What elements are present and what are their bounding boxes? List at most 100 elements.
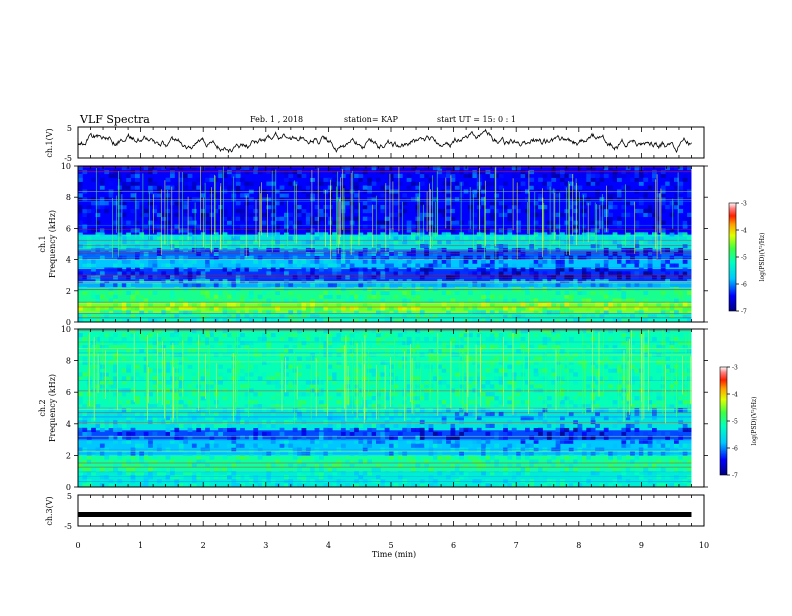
spec1-cell: [626, 232, 631, 236]
spec1-cell: [569, 260, 574, 264]
spec1-cell: [205, 267, 210, 271]
spec2-cell: [402, 329, 407, 333]
spec1-cell: [188, 275, 193, 279]
spec1-cell: [486, 291, 491, 295]
spec1-cell: [214, 295, 219, 299]
spec1-cell: [661, 264, 666, 268]
spec1-cell: [87, 205, 92, 209]
spec2-cell: [556, 329, 561, 333]
spec2-cell: [249, 408, 254, 412]
spec1-cell: [91, 295, 96, 299]
spec2-cell: [341, 365, 346, 369]
spec1-cell: [131, 197, 136, 201]
spec1-cell: [665, 166, 670, 170]
spec1-cell: [670, 232, 675, 236]
spec1-cell: [389, 264, 394, 268]
spec2-cell: [201, 412, 206, 416]
spec2-cell: [100, 337, 105, 341]
spec2-cell: [358, 444, 363, 448]
spec2-cell: [591, 365, 596, 369]
spec2-cell: [161, 337, 166, 341]
spec2-cell: [332, 341, 337, 345]
spec1-cell: [310, 264, 315, 268]
spec2-cell: [315, 372, 320, 376]
spec1-cell: [626, 275, 631, 279]
spec2-cell: [389, 392, 394, 396]
spec2-cell: [411, 365, 416, 369]
spec1-cell: [87, 217, 92, 221]
spec2-cell: [223, 388, 228, 392]
spec2-cell: [573, 380, 578, 384]
spec1-cell: [310, 221, 315, 225]
spec1-cell: [613, 240, 618, 244]
spec1-cell: [231, 295, 236, 299]
spec2-cell: [595, 424, 600, 428]
spec2-cell: [323, 420, 328, 424]
spec2-cell: [205, 329, 210, 333]
spec2-cell: [481, 412, 486, 416]
spec1-cell: [643, 264, 648, 268]
spec2-cell: [113, 467, 118, 471]
spec2-cell: [100, 380, 105, 384]
spec2-cell: [153, 380, 158, 384]
spec1-cell: [122, 166, 127, 170]
spec1-cell: [302, 244, 307, 248]
spec1-cell: [280, 267, 285, 271]
spec2-cell: [262, 408, 267, 412]
spec1-cell: [678, 209, 683, 213]
spec2-cell: [582, 432, 587, 436]
spec2-cell: [315, 428, 320, 432]
spec2-cell: [96, 337, 101, 341]
spec2-cell: [442, 467, 447, 471]
spec1-cell: [446, 197, 451, 201]
spec2-cell: [328, 428, 333, 432]
spec2-cell: [507, 455, 512, 459]
spec2-cell: [271, 333, 276, 337]
spec1-cell: [310, 244, 315, 248]
spec1-cell: [341, 186, 346, 190]
spec2-cell: [170, 333, 175, 337]
spec2-cell: [100, 424, 105, 428]
spec1-cell: [266, 182, 271, 186]
spec1-cell: [635, 221, 640, 225]
spec2-cell: [109, 361, 114, 365]
spec2-cell: [499, 333, 504, 337]
spec2-cell: [604, 392, 609, 396]
spec2-cell: [643, 432, 648, 436]
spec2-cell: [494, 369, 499, 373]
spec2-cell: [564, 392, 569, 396]
spec2-cell: [446, 349, 451, 353]
spec2-cell: [648, 444, 653, 448]
spec2-cell: [604, 475, 609, 479]
spec2-cell: [337, 333, 342, 337]
spec2-cell: [297, 365, 302, 369]
spec2-cell: [516, 349, 521, 353]
spec2-cell: [608, 455, 613, 459]
spec2-cell: [139, 333, 144, 337]
spec2-cell: [534, 424, 539, 428]
spec1-cell: [240, 295, 245, 299]
spec1-cell: [442, 260, 447, 264]
spec2-cell: [490, 412, 495, 416]
spec1-cell: [319, 267, 324, 271]
spec2-cell: [262, 361, 267, 365]
spec2-cell: [354, 392, 359, 396]
spec1-cell: [91, 197, 96, 201]
spec1-cell: [678, 201, 683, 205]
spec1-cell: [424, 236, 429, 240]
spec1-cell: [161, 228, 166, 232]
spec1-cell: [210, 193, 215, 197]
spec1-cell: [192, 283, 197, 287]
spec1-cell: [380, 166, 385, 170]
spec1-cell: [446, 310, 451, 314]
spec1-cell: [196, 310, 201, 314]
spec1-cell: [499, 252, 504, 256]
spec1-cell: [608, 217, 613, 221]
spec1-cell: [595, 267, 600, 271]
spec2-cell: [354, 349, 359, 353]
spec2-cell: [240, 408, 245, 412]
spec2-cell: [315, 475, 320, 479]
station-label: station= KAP: [344, 115, 399, 124]
spec2-cell: [231, 428, 236, 432]
spec2-cell: [100, 357, 105, 361]
